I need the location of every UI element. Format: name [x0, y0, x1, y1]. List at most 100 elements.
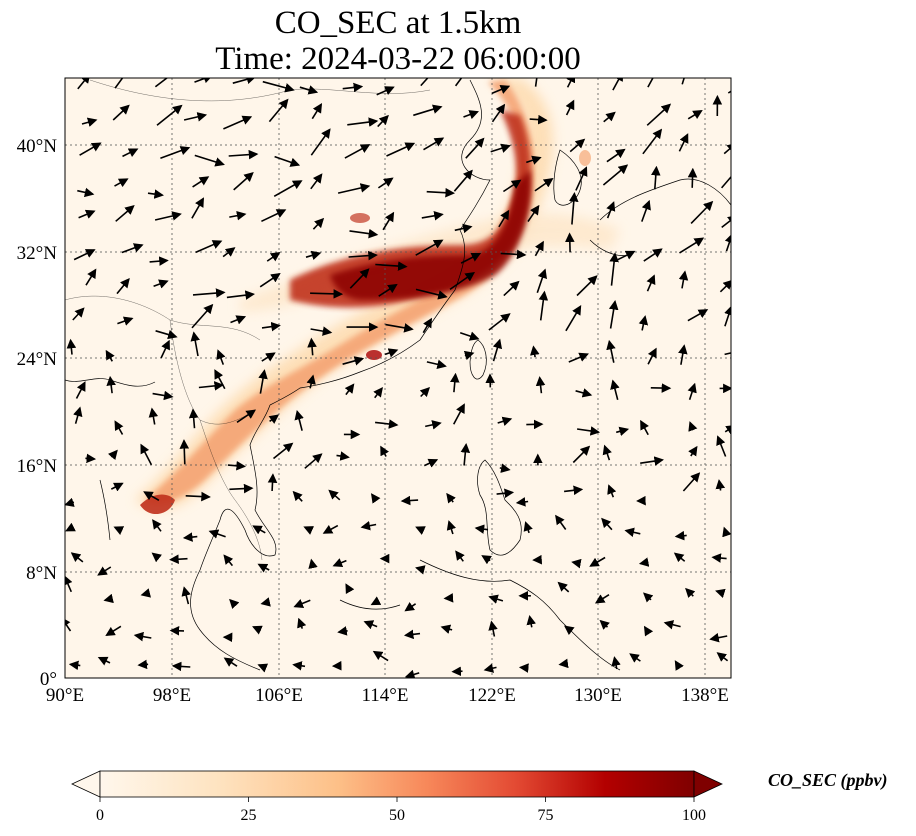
- wind-vector: [722, 526, 731, 538]
- wind-vector: [216, 349, 226, 365]
- wind-vector: [258, 369, 268, 394]
- wind-vector: [147, 189, 164, 199]
- wind-vector: [687, 109, 703, 120]
- wind-vector: [724, 424, 731, 435]
- lat-tick-label: 0°: [40, 669, 57, 690]
- wind-vector: [565, 232, 575, 253]
- wind-vector: [65, 497, 75, 507]
- wind-vector: [310, 289, 344, 299]
- wind-vector: [106, 375, 116, 394]
- wind-vector: [337, 183, 371, 194]
- wind-vector: [496, 488, 515, 499]
- wind-vector: [646, 274, 656, 292]
- wind-vector: [273, 180, 303, 197]
- wind-vector: [77, 187, 95, 198]
- wind-vector: [72, 307, 85, 321]
- wind-vector: [565, 305, 582, 332]
- wind-vector: [423, 137, 445, 151]
- wind-vector: [194, 78, 214, 84]
- colorbar-tick-label: 50: [389, 807, 405, 824]
- wind-vector: [376, 86, 395, 96]
- wind-vector: [148, 407, 159, 425]
- wind-vector: [143, 491, 160, 501]
- wind-vector: [454, 78, 463, 87]
- wind-vector: [105, 625, 122, 637]
- colorbar-extend-min: [71, 770, 101, 798]
- map-border: [64, 77, 732, 679]
- wind-vector: [349, 228, 379, 239]
- wind-vector: [678, 133, 689, 152]
- wind-vector: [103, 593, 114, 604]
- wind-vector: [328, 489, 341, 501]
- wind-vector: [171, 661, 191, 672]
- wind-vector: [297, 617, 307, 629]
- wind-vector: [114, 178, 129, 188]
- wind-vector: [299, 85, 319, 95]
- wind-vector: [363, 620, 378, 630]
- wind-vector: [257, 563, 270, 573]
- wind-vector: [716, 435, 727, 457]
- wind-vector: [678, 344, 688, 365]
- wind-vector: [643, 248, 663, 262]
- wind-vector: [307, 337, 317, 356]
- wind-vector: [115, 205, 135, 222]
- wind-vector: [179, 439, 190, 465]
- wind-vector: [607, 484, 617, 498]
- wind-vector: [223, 115, 253, 130]
- wind-vector: [488, 313, 511, 331]
- wind-vector: [70, 552, 84, 563]
- wind-vector: [421, 211, 444, 221]
- wind-vector: [194, 154, 225, 167]
- wind-vector: [292, 661, 306, 671]
- wind-vector: [261, 321, 281, 332]
- wind-vector: [527, 204, 540, 223]
- wind-vector: [385, 323, 414, 333]
- gridlines: [65, 78, 731, 678]
- wind-vector: [65, 575, 73, 593]
- wind-vector: [453, 169, 473, 192]
- wind-vector: [380, 445, 390, 457]
- wind-vector: [641, 199, 651, 222]
- wind-vector: [122, 148, 139, 158]
- wind-vector: [443, 593, 454, 603]
- wind-vector: [223, 554, 234, 567]
- wind-vector: [272, 442, 294, 460]
- wind-vector: [151, 552, 163, 563]
- wind-vector: [687, 309, 709, 322]
- wind-vector: [640, 456, 664, 466]
- wind-vector: [190, 331, 200, 357]
- wind-vector: [140, 443, 153, 466]
- wind-vector: [719, 279, 731, 293]
- wind-vector: [564, 485, 584, 496]
- colorbar-extend-max: [693, 770, 723, 798]
- wind-vector: [310, 128, 331, 156]
- wind-vector: [332, 558, 347, 568]
- wind-vector: [344, 383, 355, 396]
- wind-vector: [497, 416, 513, 426]
- wind-vector: [107, 449, 118, 461]
- wind-vector: [413, 104, 443, 117]
- wind-vector: [73, 249, 96, 261]
- wind-vector: [611, 656, 621, 670]
- lon-tick-label: 90°E: [46, 685, 84, 706]
- wind-vector: [384, 348, 399, 358]
- wind-vector: [446, 520, 456, 535]
- wind-vector: [426, 359, 447, 369]
- wind-vector: [77, 78, 91, 90]
- wind-vector: [140, 588, 152, 598]
- wind-vector: [195, 240, 223, 254]
- wind-vector: [566, 78, 576, 88]
- wind-vector: [526, 615, 536, 628]
- wind-vector: [425, 420, 442, 430]
- wind-vector: [518, 663, 529, 673]
- wind-vector: [382, 211, 395, 231]
- map-title-line2: Time: 2024-03-22 06:00:00: [215, 41, 581, 77]
- wind-vector: [575, 166, 588, 191]
- wind-vector: [455, 550, 465, 562]
- wind-vector: [663, 620, 681, 630]
- wind-vector: [534, 78, 538, 87]
- wind-vector: [191, 303, 214, 329]
- wind-vector: [342, 82, 364, 93]
- wind-vector: [724, 352, 731, 356]
- wind-vector: [481, 555, 492, 565]
